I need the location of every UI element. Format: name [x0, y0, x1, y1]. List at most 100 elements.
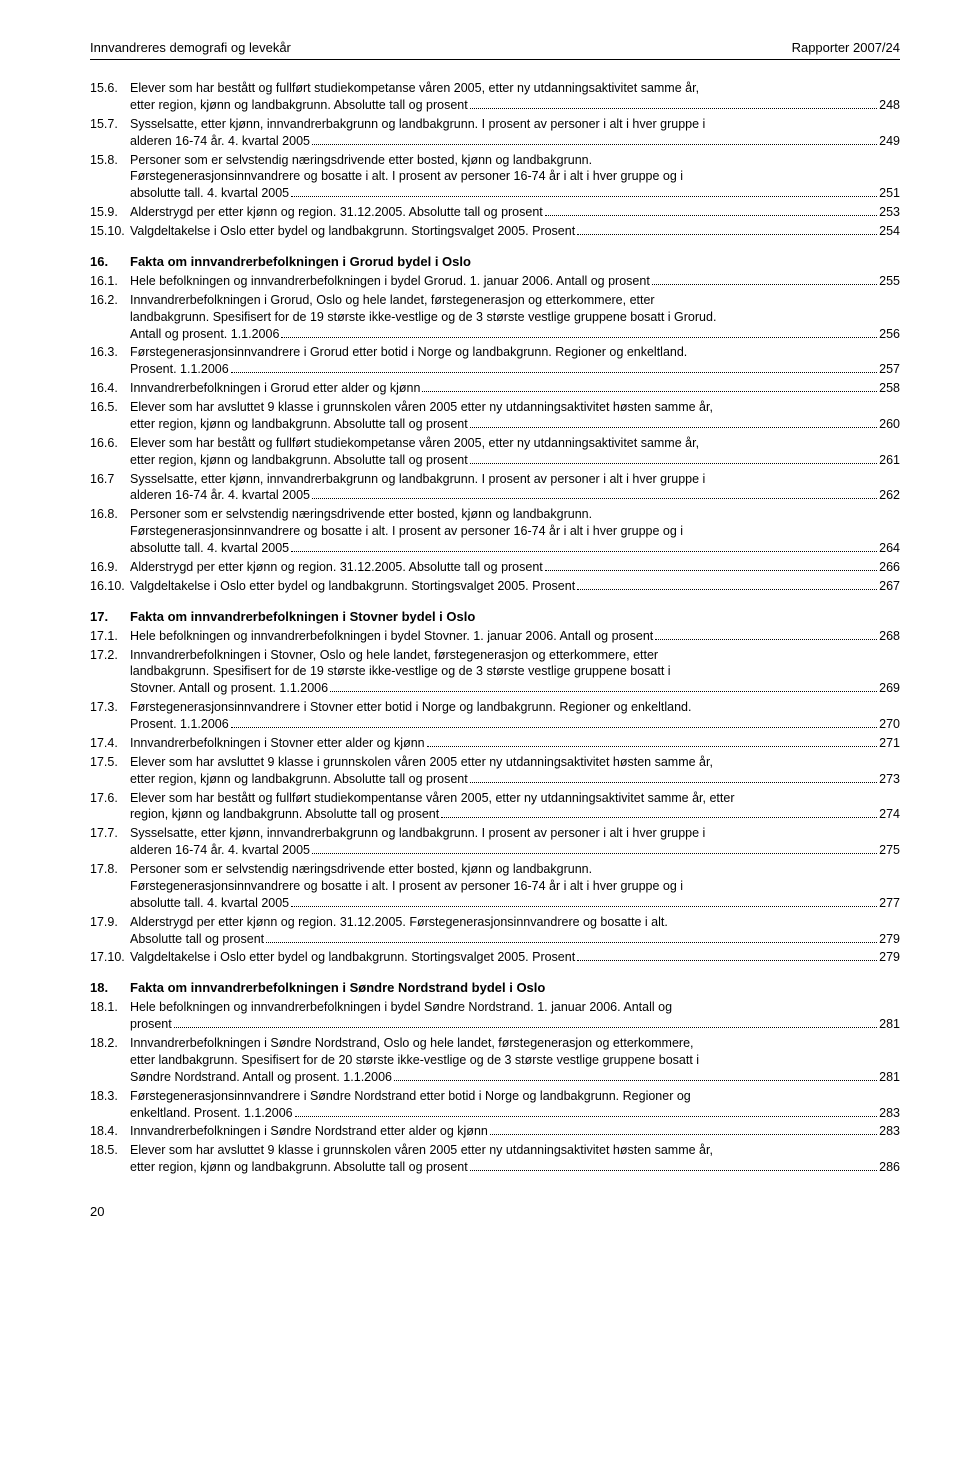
- toc-entry: 16.7Sysselsatte, etter kjønn, innvandrer…: [90, 471, 900, 505]
- toc-entry: 17.8.Personer som er selvstendig nærings…: [90, 861, 900, 912]
- toc-entry: 15.10.Valgdeltakelse i Oslo etter bydel …: [90, 223, 900, 240]
- toc-entry: 18.4.Innvandrerbefolkningen i Søndre Nor…: [90, 1123, 900, 1140]
- toc-page-number: 281: [879, 1069, 900, 1086]
- toc-entry-text: Innvandrerbefolkningen i Grorud, Oslo og…: [130, 292, 900, 343]
- toc-leader-dots: [545, 570, 877, 571]
- toc-last-line: Valgdeltakelse i Oslo etter bydel og lan…: [130, 949, 900, 966]
- toc-last-line: alderen 16-74 år. 4. kvartal 2005249: [130, 133, 900, 150]
- toc-page-number: 251: [879, 185, 900, 202]
- toc-container: 15.6.Elever som har bestått og fullført …: [90, 80, 900, 1176]
- toc-last-line: absolutte tall. 4. kvartal 2005277: [130, 895, 900, 912]
- toc-entry-number: 16.5.: [90, 399, 130, 433]
- toc-line: Førstegenerasjonsinnvandrere og bosatte …: [130, 168, 900, 185]
- toc-entry: 17.6.Elever som har bestått og fullført …: [90, 790, 900, 824]
- toc-last-line: prosent281: [130, 1016, 900, 1033]
- header-rule: [90, 59, 900, 60]
- toc-section-title: Fakta om innvandrerbefolkningen i Søndre…: [130, 980, 545, 995]
- toc-line: Førstegenerasjonsinnvandrere i Stovner e…: [130, 699, 900, 716]
- toc-page-number: 281: [879, 1016, 900, 1033]
- toc-entry-text: Elever som har bestått og fullført studi…: [130, 80, 900, 114]
- toc-last-line: region, kjønn og landbakgrunn. Absolutte…: [130, 806, 900, 823]
- toc-entry-text: Førstegenerasjonsinnvandrere i Grorud et…: [130, 344, 900, 378]
- toc-entry-number: 16.10.: [90, 578, 130, 595]
- toc-entry: 17.2.Innvandrerbefolkningen i Stovner, O…: [90, 647, 900, 698]
- toc-leader-dots: [655, 639, 877, 640]
- toc-page-number: 270: [879, 716, 900, 733]
- toc-line: Sysselsatte, etter kjønn, innvandrerbakg…: [130, 116, 900, 133]
- toc-page-number: 275: [879, 842, 900, 859]
- toc-entry: 16.5.Elever som har avsluttet 9 klasse i…: [90, 399, 900, 433]
- toc-entry: 16.4.Innvandrerbefolkningen i Grorud ett…: [90, 380, 900, 397]
- toc-line: Sysselsatte, etter kjønn, innvandrerbakg…: [130, 825, 900, 842]
- toc-section-title: Fakta om innvandrerbefolkningen i Stovne…: [130, 609, 475, 624]
- toc-entry: 16.8.Personer som er selvstendig nærings…: [90, 506, 900, 557]
- toc-section-heading: 18.Fakta om innvandrerbefolkningen i Søn…: [90, 980, 900, 995]
- toc-entry-text: Innvandrerbefolkningen i Stovner etter a…: [130, 735, 900, 752]
- toc-leader-dots: [470, 463, 877, 464]
- toc-entry-number: 17.9.: [90, 914, 130, 948]
- toc-entry: 17.3.Førstegenerasjonsinnvandrere i Stov…: [90, 699, 900, 733]
- toc-page-number: 277: [879, 895, 900, 912]
- toc-leader-dots: [291, 551, 877, 552]
- toc-last-line: enkeltland. Prosent. 1.1.2006283: [130, 1105, 900, 1122]
- toc-leader-dots: [330, 691, 877, 692]
- toc-leader-dots: [295, 1116, 878, 1117]
- toc-last-line: Alderstrygd per etter kjønn og region. 3…: [130, 204, 900, 221]
- toc-leader-dots: [577, 589, 877, 590]
- toc-line: Elever som har bestått og fullført studi…: [130, 435, 900, 452]
- toc-page-number: 248: [879, 97, 900, 114]
- toc-entry-number: 17.10.: [90, 949, 130, 966]
- document-page: Innvandreres demografi og levekår Rappor…: [0, 0, 960, 1249]
- toc-leader-dots: [470, 1170, 877, 1171]
- toc-line: Elever som har avsluttet 9 klasse i grun…: [130, 399, 900, 416]
- toc-entry-number: 16.8.: [90, 506, 130, 557]
- toc-entry-number: 16.9.: [90, 559, 130, 576]
- toc-last-line: alderen 16-74 år. 4. kvartal 2005262: [130, 487, 900, 504]
- toc-entry: 16.6.Elever som har bestått og fullført …: [90, 435, 900, 469]
- toc-page-number: 268: [879, 628, 900, 645]
- toc-last-line: etter region, kjønn og landbakgrunn. Abs…: [130, 452, 900, 469]
- toc-leader-dots: [422, 391, 877, 392]
- toc-line: Førstegenerasjonsinnvandrere og bosatte …: [130, 523, 900, 540]
- toc-entry-number: 18.2.: [90, 1035, 130, 1086]
- toc-line: Førstegenerasjonsinnvandrere i Grorud et…: [130, 344, 900, 361]
- toc-page-number: 273: [879, 771, 900, 788]
- toc-entry-text: Førstegenerasjonsinnvandrere i Stovner e…: [130, 699, 900, 733]
- toc-entry-text: Innvandrerbefolkningen i Grorud etter al…: [130, 380, 900, 397]
- toc-entry: 16.1.Hele befolkningen og innvandrerbefo…: [90, 273, 900, 290]
- toc-entry: 17.5.Elever som har avsluttet 9 klasse i…: [90, 754, 900, 788]
- toc-entry-number: 17.3.: [90, 699, 130, 733]
- toc-entry-number: 18.5.: [90, 1142, 130, 1176]
- toc-page-number: 283: [879, 1105, 900, 1122]
- toc-line: Førstegenerasjonsinnvandrere og bosatte …: [130, 878, 900, 895]
- toc-entry-text: Innvandrerbefolkningen i Stovner, Oslo o…: [130, 647, 900, 698]
- toc-last-line: Antall og prosent. 1.1.2006256: [130, 326, 900, 343]
- toc-entry-text: Sysselsatte, etter kjønn, innvandrerbakg…: [130, 471, 900, 505]
- toc-entry-number: 16.3.: [90, 344, 130, 378]
- toc-entry-number: 17.1.: [90, 628, 130, 645]
- toc-entry-text: Valgdeltakelse i Oslo etter bydel og lan…: [130, 578, 900, 595]
- toc-entry-text: Sysselsatte, etter kjønn, innvandrerbakg…: [130, 825, 900, 859]
- toc-last-line: Prosent. 1.1.2006270: [130, 716, 900, 733]
- toc-page-number: 269: [879, 680, 900, 697]
- toc-entry-number: 18.3.: [90, 1088, 130, 1122]
- toc-entry-text: Alderstrygd per etter kjønn og region. 3…: [130, 559, 900, 576]
- toc-section-number: 18.: [90, 980, 130, 995]
- toc-line: Elever som har bestått og fullført studi…: [130, 790, 900, 807]
- toc-entry-text: Elever som har avsluttet 9 klasse i grun…: [130, 754, 900, 788]
- toc-leader-dots: [490, 1134, 877, 1135]
- toc-section-heading: 16.Fakta om innvandrerbefolkningen i Gro…: [90, 254, 900, 269]
- toc-leader-dots: [545, 215, 877, 216]
- toc-entry: 18.5.Elever som har avsluttet 9 klasse i…: [90, 1142, 900, 1176]
- toc-entry: 16.2.Innvandrerbefolkningen i Grorud, Os…: [90, 292, 900, 343]
- page-header: Innvandreres demografi og levekår Rappor…: [90, 40, 900, 55]
- toc-last-line: etter region, kjønn og landbakgrunn. Abs…: [130, 97, 900, 114]
- toc-last-line: etter region, kjønn og landbakgrunn. Abs…: [130, 1159, 900, 1176]
- toc-leader-dots: [577, 234, 877, 235]
- toc-entry: 18.3.Førstegenerasjonsinnvandrere i Sønd…: [90, 1088, 900, 1122]
- toc-line: Elever som har avsluttet 9 klasse i grun…: [130, 1142, 900, 1159]
- toc-section-number: 17.: [90, 609, 130, 624]
- toc-entry-number: 18.1.: [90, 999, 130, 1033]
- toc-page-number: 266: [879, 559, 900, 576]
- toc-entry: 15.9.Alderstrygd per etter kjønn og regi…: [90, 204, 900, 221]
